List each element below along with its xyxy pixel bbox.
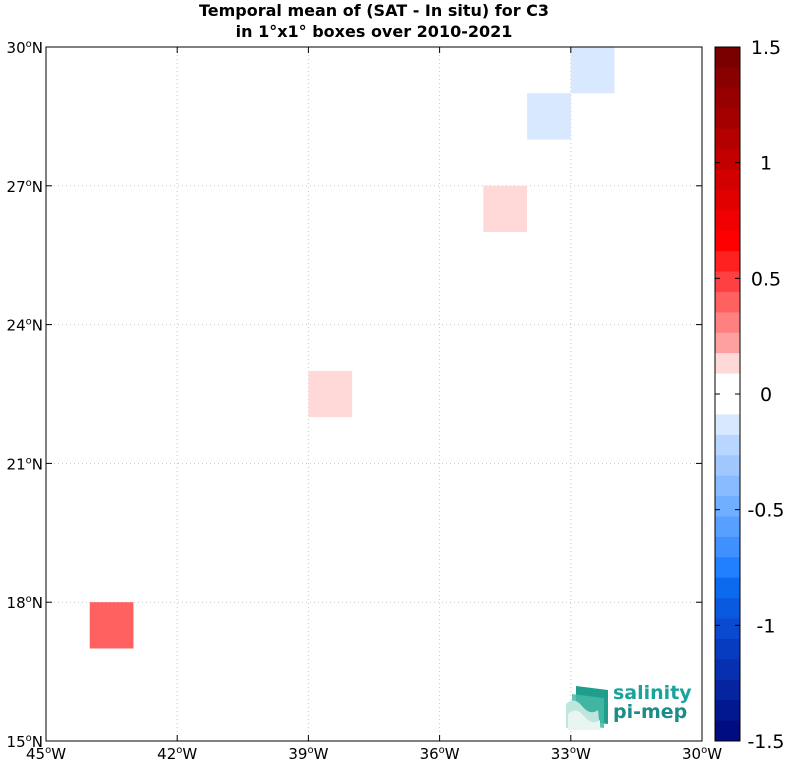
data-cell bbox=[89, 602, 134, 649]
colorbar-segment bbox=[715, 536, 740, 558]
plot-frame bbox=[45, 46, 703, 742]
colorbar-tick-label: -1 bbox=[757, 615, 776, 637]
colorbar-tick-label: -1.5 bbox=[747, 731, 784, 753]
colorbar-segment bbox=[715, 169, 740, 191]
colorbar-segment bbox=[715, 516, 740, 538]
x-tick-label: 39oW bbox=[288, 745, 328, 763]
colorbar-segment bbox=[715, 210, 740, 232]
y-tick-label: 24oN bbox=[7, 317, 43, 335]
data-cell bbox=[308, 370, 353, 418]
colorbar-segment bbox=[715, 475, 740, 497]
colorbar-segment bbox=[715, 47, 740, 68]
axes: 45oW 42oW 39oW 36oW 33oW 30oW 15oN 18oN 21oN 24oN… bbox=[7, 39, 723, 763]
colorbar-segment bbox=[715, 455, 740, 477]
colorbar-segment bbox=[715, 618, 740, 640]
colorbar-segment bbox=[715, 271, 740, 293]
x-tick-label: 45oW bbox=[26, 745, 66, 763]
colorbar-segment bbox=[715, 659, 740, 681]
y-tick-label: 21oN bbox=[7, 455, 43, 473]
colorbar-segment bbox=[715, 353, 740, 375]
colorbar-segment bbox=[715, 230, 740, 252]
y-tick-label: 30oN bbox=[7, 39, 43, 57]
logo-text: salinity pi-mep bbox=[613, 684, 692, 722]
x-tick-label: 30oW bbox=[682, 745, 722, 763]
colorbar-segment bbox=[715, 291, 740, 313]
colorbar-segment bbox=[715, 577, 740, 599]
colorbar-segment bbox=[715, 598, 740, 620]
colorbar-tick-label: 0 bbox=[760, 384, 772, 406]
colorbar-segment bbox=[715, 496, 740, 517]
title-line-1: Temporal mean of (SAT - In situ) for C3 bbox=[198, 1, 550, 20]
colorbar-segment bbox=[715, 414, 740, 436]
colorbar-tick-label: -0.5 bbox=[747, 500, 784, 522]
y-tick-label: 27oN bbox=[7, 178, 43, 196]
grid-lines bbox=[46, 47, 702, 741]
colorbar-segment bbox=[715, 332, 740, 354]
colorbar-tick-label: 1 bbox=[760, 153, 772, 175]
colorbar-segment bbox=[715, 87, 740, 109]
logo-line-1: salinity bbox=[613, 682, 692, 704]
colorbar-segment bbox=[715, 189, 740, 211]
data-cell bbox=[527, 93, 571, 140]
x-tick-label: 33oW bbox=[551, 745, 591, 763]
y-tick-label: 15oN bbox=[7, 733, 43, 751]
colorbar-segment bbox=[715, 251, 740, 273]
colorbar-segment bbox=[715, 720, 740, 742]
salinity-pimep-logo-icon bbox=[566, 686, 608, 730]
colorbar-segment bbox=[715, 149, 740, 170]
colorbar-tick-label: 1.5 bbox=[751, 37, 781, 59]
colorbar-segment bbox=[715, 394, 740, 415]
colorbar-segment bbox=[715, 434, 740, 456]
y-tick-label: 18oN bbox=[7, 594, 43, 612]
x-tick-label: 36oW bbox=[420, 745, 460, 763]
colorbar-segment bbox=[715, 373, 740, 395]
chart-title: Temporal mean of (SAT - In situ) for C3 … bbox=[46, 0, 702, 42]
colorbar-segment bbox=[715, 700, 740, 722]
title-line-2: in 1°x1° boxes over 2010-2021 bbox=[235, 22, 513, 41]
x-tick-label: 42oW bbox=[157, 745, 197, 763]
colorbar-segment bbox=[715, 128, 740, 150]
colorbar-segment bbox=[715, 312, 740, 334]
colorbar-segment bbox=[715, 108, 740, 130]
colorbar-tick-label: 0.5 bbox=[751, 268, 781, 290]
colorbar-segment bbox=[715, 638, 740, 660]
logo-line-2: pi-mep bbox=[613, 701, 688, 723]
data-cell bbox=[570, 47, 615, 94]
colorbar-segment bbox=[715, 679, 740, 701]
colorbar-segment bbox=[715, 67, 740, 89]
data-cell bbox=[483, 185, 528, 233]
colorbar-segment bbox=[715, 557, 740, 579]
colorbar: 1.5 1 0.5 0 -0.5 -1 -1.5 bbox=[714, 37, 785, 753]
data-cells bbox=[89, 47, 615, 649]
